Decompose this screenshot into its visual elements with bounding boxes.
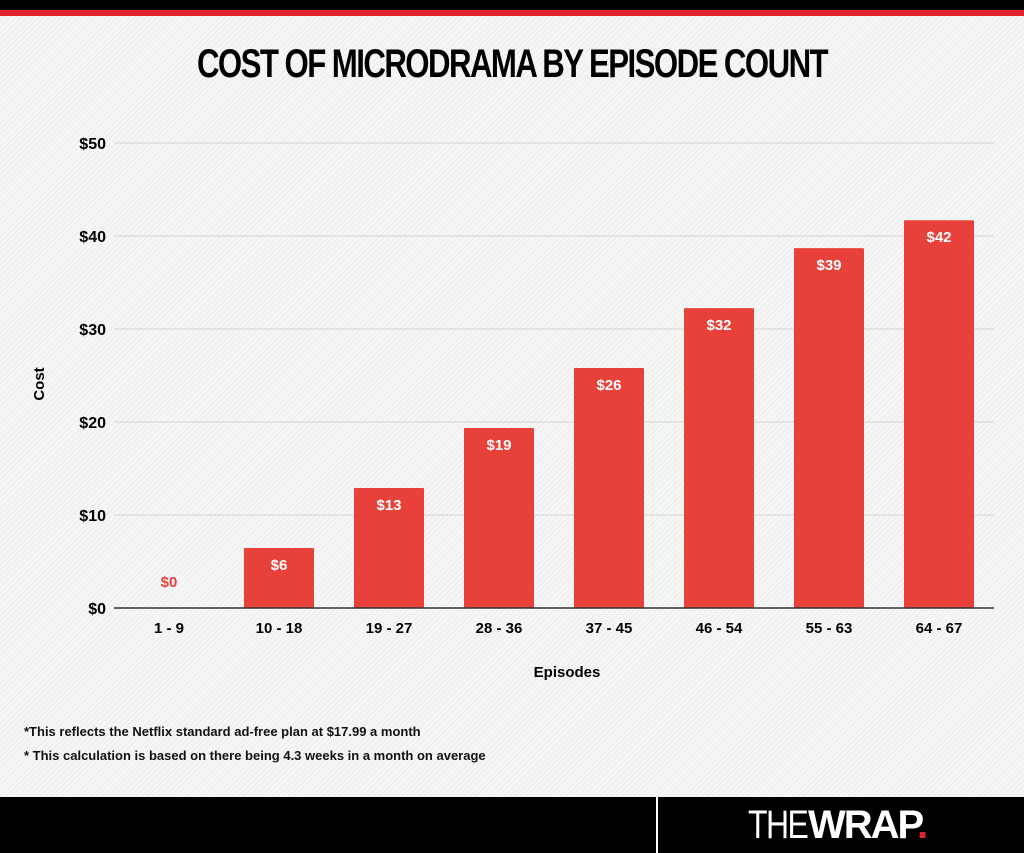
data-label: $32 <box>706 317 731 334</box>
chart-title: COST OF MICRODRAMA BY EPISODE COUNT <box>196 42 829 86</box>
bar <box>244 548 314 608</box>
data-label: $13 <box>376 497 401 514</box>
y-tick-label: $40 <box>79 229 106 246</box>
data-label: $19 <box>486 437 511 454</box>
x-tick-label: 28 - 36 <box>476 620 523 637</box>
x-tick-label: 1 - 9 <box>154 620 184 637</box>
footer-divider <box>656 797 658 853</box>
y-tick-label: $10 <box>79 508 106 525</box>
footer-bar <box>0 797 1024 853</box>
y-tick-label: $0 <box>88 601 106 618</box>
y-tick-label: $20 <box>79 415 106 432</box>
logo-wrap: WRAP <box>808 803 919 847</box>
bar <box>794 248 864 608</box>
top-red-bar <box>0 10 1024 16</box>
data-label: $42 <box>926 229 951 246</box>
footnote-1: *This reflects the Netflix standard ad-f… <box>24 724 421 739</box>
data-label: $6 <box>271 557 288 574</box>
x-tick-label: 55 - 63 <box>806 620 853 637</box>
thewrap-logo: THEWRAP. <box>748 803 928 848</box>
bar <box>574 368 644 608</box>
x-tick-label: 37 - 45 <box>586 620 633 637</box>
x-axis-title: Episodes <box>534 664 601 681</box>
bar <box>904 220 974 608</box>
x-tick-label: 19 - 27 <box>366 620 413 637</box>
y-tick-label: $50 <box>79 136 106 153</box>
y-tick-label: $30 <box>79 322 106 339</box>
x-tick-label: 10 - 18 <box>256 620 303 637</box>
logo-the: THE <box>748 803 809 847</box>
x-tick-label: 46 - 54 <box>696 620 743 637</box>
footnote-2: * This calculation is based on there bei… <box>24 748 486 763</box>
bar <box>354 488 424 608</box>
data-label: $39 <box>816 257 841 274</box>
top-black-bar <box>0 0 1024 10</box>
bar <box>684 308 754 608</box>
logo-dot: . <box>917 803 928 847</box>
x-tick-label: 64 - 67 <box>916 620 963 637</box>
data-label: $26 <box>596 377 621 394</box>
bar <box>464 428 534 608</box>
y-axis-title: Cost <box>31 367 48 400</box>
data-label: $0 <box>161 574 178 591</box>
